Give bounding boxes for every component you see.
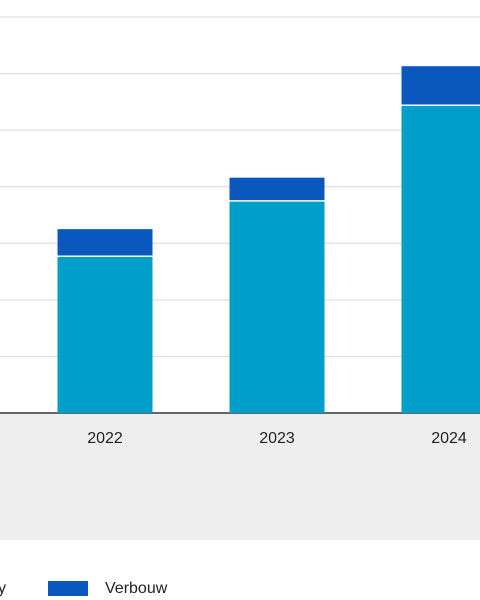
axis-band <box>0 413 480 540</box>
bar-segment <box>229 177 325 201</box>
bar-segment <box>57 256 153 413</box>
x-tick-label: 2022 <box>87 430 123 447</box>
legend-swatch <box>48 581 88 596</box>
bar-segment <box>401 105 480 413</box>
bar-segment <box>57 229 153 257</box>
legend-label: y <box>0 580 6 597</box>
x-tick-label: 2023 <box>259 430 295 447</box>
x-tick-label: 2024 <box>431 430 467 447</box>
legend-label: Verbouw <box>105 580 168 597</box>
bar-segment <box>401 66 480 106</box>
bar-segment <box>229 200 325 413</box>
